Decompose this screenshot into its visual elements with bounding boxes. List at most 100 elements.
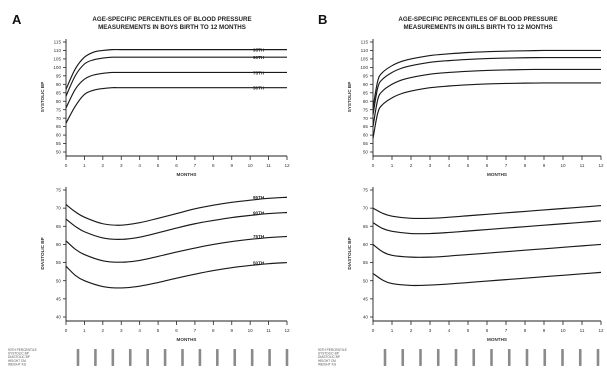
x-tick-label: 6 [486,328,489,333]
y-tick-label: 55 [363,141,369,146]
x-tick-label: 10 [248,163,254,168]
series-line-75th [65,235,288,263]
x-tick-label: 12 [598,163,604,168]
series-label-95th: 95TH [253,195,265,200]
y-tick-label: 70 [56,116,62,121]
table-column [490,349,493,366]
y-tick-label: 55 [56,260,62,265]
y-axis-label: DIASTOLIC BP [40,237,45,269]
series-line-90th [65,56,287,97]
table-column [472,349,476,366]
y-tick-label: 105 [53,57,61,62]
x-tick-label: 11 [266,328,271,333]
series-line-95th [372,49,601,109]
x-tick-label: 12 [598,328,604,333]
x-tick-label: 6 [175,163,178,168]
y-axis-label: DIASTOLIC BP [347,237,352,269]
x-tick-label: 9 [543,328,546,333]
table-column [216,349,219,366]
x-tick-label: 2 [410,163,413,168]
table-row-label: 90TH PERCENTILE [318,348,347,352]
x-axis-label: MONTHS [487,337,507,342]
table-column [596,349,600,366]
x-axis-label: MONTHS [177,337,197,342]
y-tick-label: 40 [363,315,369,320]
x-tick-label: 8 [212,328,215,333]
x-tick-label: 0 [372,328,375,333]
table-row-label: HEIGHT CM [318,359,336,363]
x-tick-label: 5 [467,328,470,333]
y-tick-label: 95 [56,73,62,78]
panel-b-title-line1: AGE-SPECIFIC PERCENTILES OF BLOOD PRESSU… [398,16,557,23]
y-tick-label: 95 [363,73,369,78]
x-tick-label: 2 [102,163,105,168]
x-axis-label: MONTHS [487,172,507,177]
series-line-90th [65,211,288,240]
series-line-90th [372,56,601,115]
y-tick-label: 65 [363,224,369,229]
y-tick-label: 45 [363,296,369,301]
y-tick-label: 80 [363,99,369,104]
table-column [454,349,458,366]
series-label-75th: 75TH [253,70,265,75]
table-column [525,349,529,366]
y-tick-label: 55 [363,260,369,265]
series-line-95th [372,205,602,220]
table-column [285,349,289,366]
table-row-label: DIASTOLIC BP [8,355,30,359]
y-tick-label: 70 [56,206,62,211]
series-label-95th: 95TH [253,47,265,52]
table-column [383,349,387,366]
x-tick-label: 11 [580,328,585,333]
table-row-label: 90TH PERCENTILE [8,348,37,352]
table-column [419,349,422,366]
y-tick-label: 85 [56,90,62,95]
series-line-50th [65,87,287,124]
series-label-50th: 50TH [253,85,265,90]
y-tick-label: 100 [360,65,368,70]
series-line-95th [65,196,288,226]
table-row-label: SYSTOLIC BP [8,352,29,356]
y-tick-label: 70 [363,206,369,211]
x-tick-label: 0 [372,163,375,168]
x-tick-label: 1 [83,328,86,333]
x-tick-label: 0 [65,163,68,168]
y-tick-label: 65 [56,224,62,229]
table-row-label: SYSTOLIC BP [318,352,339,356]
table-row-label: HEIGHT CM [8,359,26,363]
x-tick-label: 9 [230,163,233,168]
x-tick-label: 3 [120,328,123,333]
x-tick-label: 7 [505,328,508,333]
x-tick-label: 10 [248,328,254,333]
x-tick-label: 5 [157,163,160,168]
y-tick-label: 115 [54,40,62,45]
x-tick-label: 8 [524,328,527,333]
x-tick-label: 2 [102,328,105,333]
y-tick-label: 55 [56,141,62,146]
axis-lines [372,39,601,157]
x-tick-label: 9 [543,163,546,168]
x-tick-label: 10 [560,328,566,333]
series-label-50th: 50TH [253,260,265,265]
x-tick-label: 4 [138,328,141,333]
panel-b-title-line2: MEASUREMENTS IN GIRLS BIRTH TO 12 MONTHS [403,24,552,31]
axis-lines [65,187,287,322]
table-column [561,349,564,366]
series-line-50th [372,82,601,139]
y-tick-label: 75 [56,188,62,193]
table-row-label: WEIGHT KG [318,362,337,366]
series-label-90th: 90TH [253,210,265,215]
y-tick-label: 50 [56,278,62,283]
y-tick-label: 115 [361,40,369,45]
series-line-75th [372,68,601,127]
x-tick-label: 6 [175,328,178,333]
x-axis-label: MONTHS [177,172,197,177]
panel-letter-a: A [12,12,22,27]
y-tick-label: 90 [56,82,62,87]
y-tick-label: 60 [363,133,369,138]
y-tick-label: 90 [363,82,369,87]
x-tick-label: 10 [560,163,566,168]
